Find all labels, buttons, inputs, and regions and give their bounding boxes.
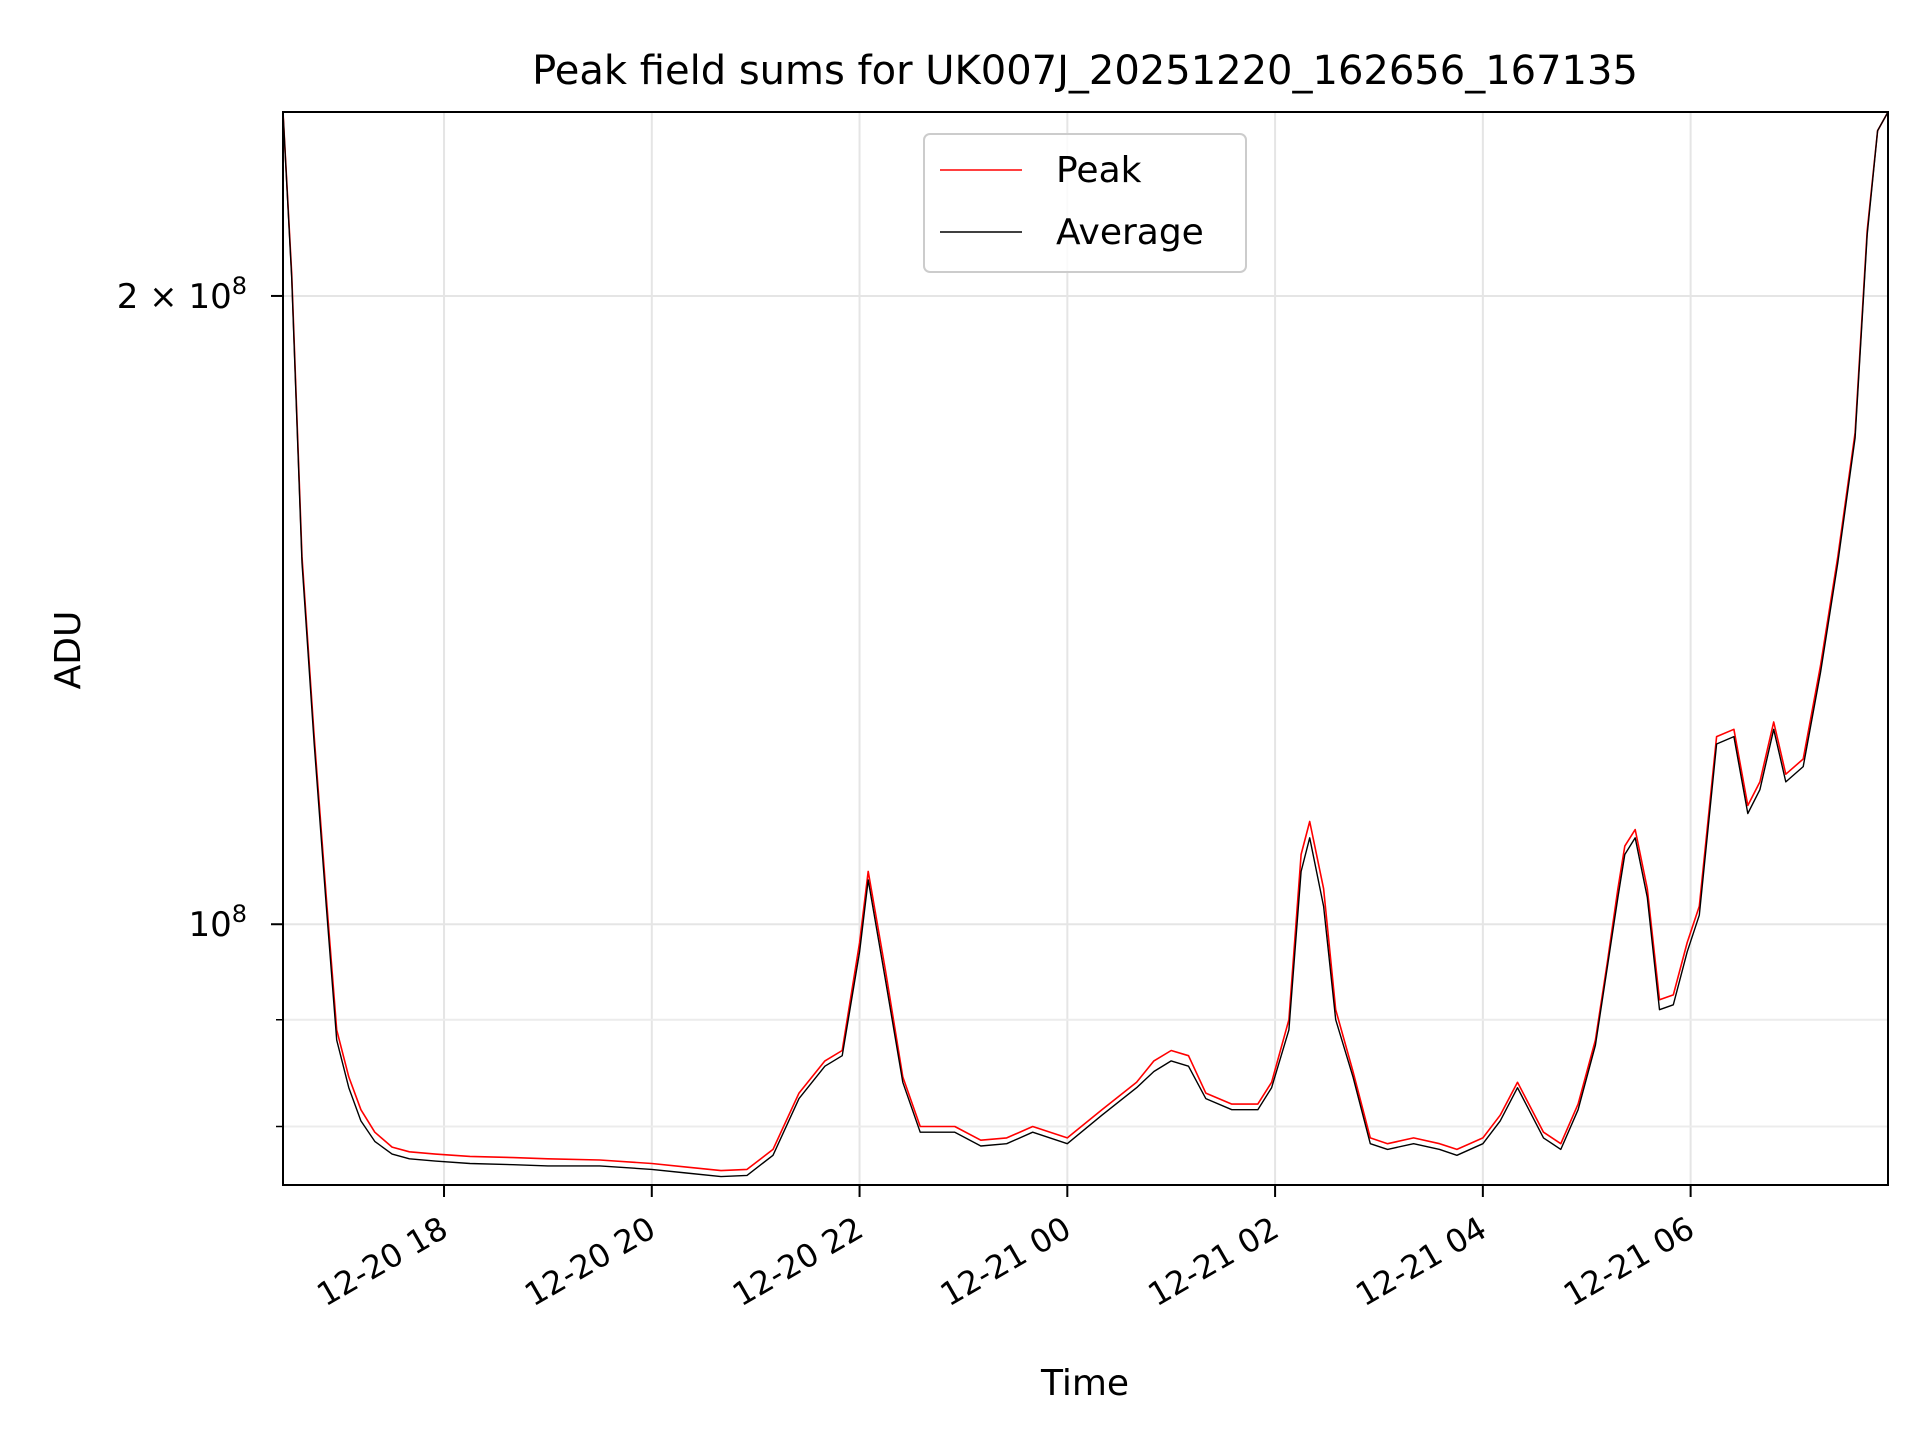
y-tick-label: 2 × 108 [117,272,247,317]
series-lines [283,112,1888,1178]
y-axis-label: ADU [48,611,89,690]
series-line-peak [283,112,1888,1172]
legend-label-average: Average [1056,212,1204,253]
axes-frame [282,111,1889,1186]
legend-box [923,133,1247,273]
y-axis: 108 2 × 108 [117,272,283,1128]
legend-label-peak: Peak [1056,150,1142,191]
series-line-average [283,112,1888,1178]
y-tick-label: 108 [188,900,247,945]
chart-title: Peak field sums for UK007J_20251220_1626… [532,48,1638,94]
legend: Peak Average [923,133,1247,273]
grid [283,112,1888,1185]
x-axis-label: Time [1040,1363,1129,1404]
